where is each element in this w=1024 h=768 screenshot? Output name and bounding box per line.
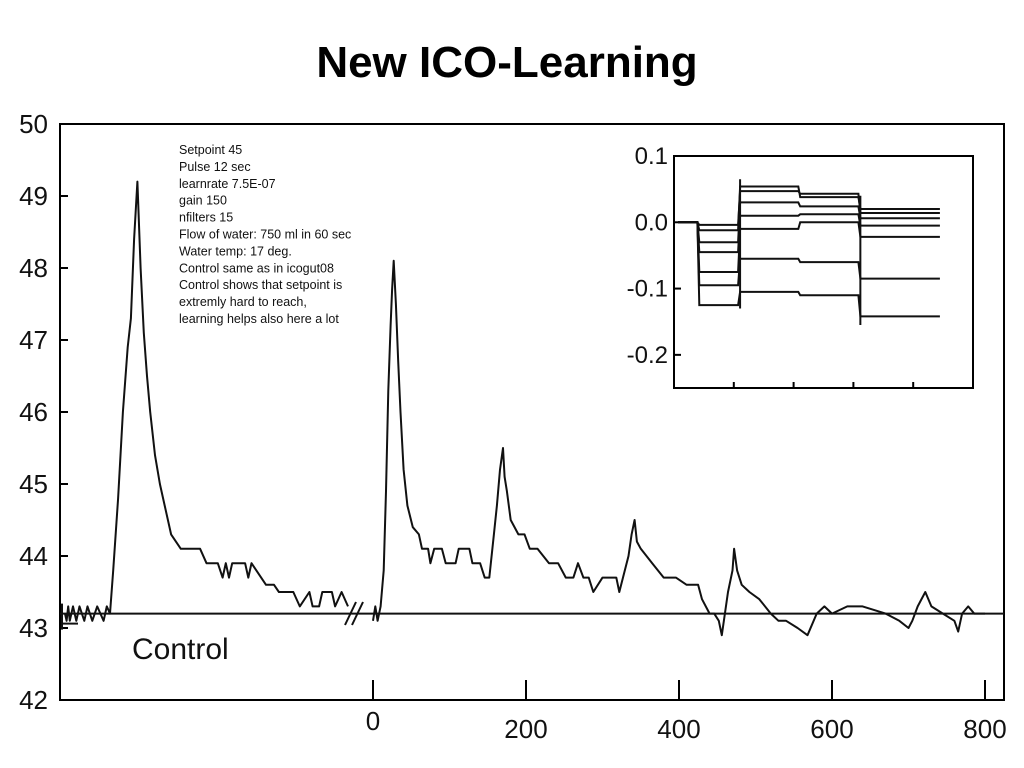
y-axis-ticks: 50 49 48 47 46 45 44 43 42: [19, 109, 68, 715]
inset-series-line: [678, 213, 940, 254]
control-label: Control: [132, 633, 229, 666]
annotation-line: Flow of water: 750 ml in 60 sec: [179, 228, 351, 242]
x-tick-label: 0: [366, 706, 380, 736]
annotation-line: extremly hard to reach,: [179, 295, 307, 309]
annotation-line: Control same as in icogut08: [179, 261, 334, 275]
axis-break-mark: [344, 601, 357, 626]
inset-y-tick-label: -0.1: [627, 276, 668, 303]
annotation-line: learnrate 7.5E-07: [179, 177, 276, 191]
y-tick-label: 46: [19, 397, 48, 427]
y-tick-label: 50: [19, 109, 48, 139]
inset-y-tick-label: 0.1: [635, 143, 668, 170]
axis-break-mark: [351, 601, 364, 626]
control-series-line: [64, 180, 349, 622]
annotation-line: Control shows that setpoint is: [179, 278, 342, 292]
y-tick-label: 43: [19, 613, 48, 643]
x-tick-label: 800: [963, 714, 1006, 744]
annotation-line: Water temp: 17 deg.: [179, 244, 292, 258]
x-tick-label: 200: [504, 714, 547, 744]
traces: [60, 180, 1004, 637]
x-tick-label: 400: [657, 714, 700, 744]
chart-title: New ICO-Learning: [316, 38, 697, 87]
x-axis-ticks: 0 200 400 600 800: [366, 680, 1007, 744]
inset-frame: [673, 155, 974, 389]
annotation-line: Pulse 12 sec: [179, 160, 251, 174]
annotation-line: nfilters 15: [179, 211, 233, 225]
learning-series-line: [372, 259, 985, 637]
inset-y-tick-label: 0.0: [635, 209, 668, 236]
y-tick-label: 44: [19, 541, 48, 571]
inset-series-line: [678, 221, 940, 287]
annotation-line: gain 150: [179, 194, 227, 208]
y-tick-label: 42: [19, 685, 48, 715]
annotation-block: Setpoint 45 Pulse 12 sec learnrate 7.5E-07…: [179, 143, 351, 326]
y-tick-label: 45: [19, 469, 48, 499]
annotation-line: Setpoint 45: [179, 143, 242, 157]
y-tick-label: 47: [19, 325, 48, 355]
y-tick-label: 49: [19, 181, 48, 211]
inset-y-tick-label: -0.2: [627, 342, 668, 369]
x-tick-label: 600: [810, 714, 853, 744]
inset-chart: 0.1 0.0 -0.1 -0.2: [627, 143, 974, 389]
y-tick-label: 48: [19, 253, 48, 283]
annotation-line: learning helps also here a lot: [179, 312, 339, 326]
